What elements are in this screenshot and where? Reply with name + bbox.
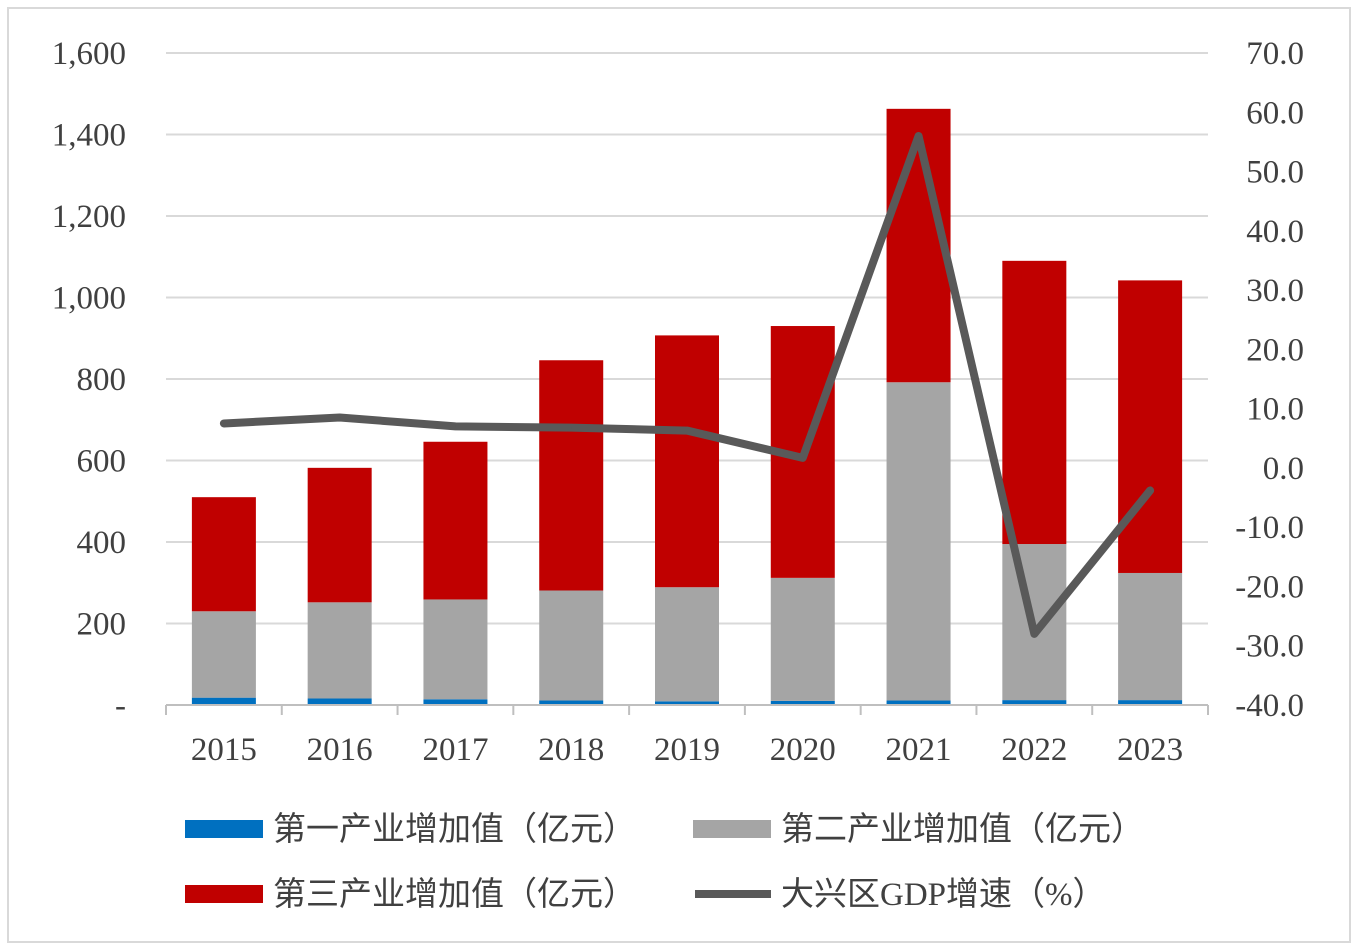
- bar-segment: [191, 697, 256, 705]
- right-tick-label: 0.0: [1263, 451, 1304, 487]
- x-tick-label: 2015: [191, 732, 257, 768]
- bar-segment: [770, 700, 835, 705]
- left-tick-label: 1,200: [52, 199, 126, 235]
- left-tick-label: 800: [77, 362, 127, 398]
- right-tick-label: 30.0: [1246, 273, 1304, 309]
- x-tick-label: 2021: [886, 732, 952, 768]
- legend: 第一产业增加值（亿元） 第二产业增加值（亿元） 第三产业增加值（亿元） 大兴区GDP增…: [185, 811, 1144, 913]
- legend-label: 大兴区GDP增速（%）: [781, 876, 1106, 913]
- bar-segment: [1002, 700, 1067, 705]
- bar-segment: [191, 497, 256, 612]
- x-tick-label: 2018: [538, 732, 604, 768]
- right-tick-label: -20.0: [1235, 569, 1304, 605]
- right-tick-label: 40.0: [1246, 214, 1304, 250]
- gdp-growth-line: [219, 131, 1155, 638]
- left-tick-label: -: [115, 688, 126, 724]
- left-tick-label: 400: [77, 525, 127, 561]
- legend-swatch: [185, 885, 263, 903]
- bar-segment: [1002, 260, 1067, 545]
- x-tick-label: 2020: [770, 732, 836, 768]
- bar-segment: [539, 700, 604, 705]
- bar-segment: [423, 599, 488, 700]
- gdp-growth-point: [1033, 633, 1035, 635]
- bar-segment: [886, 382, 951, 701]
- bar-segment: [539, 360, 604, 591]
- gdp-growth-point: [686, 430, 688, 432]
- x-tick-label: 2022: [1001, 732, 1067, 768]
- gdp-growth-point: [570, 427, 572, 429]
- left-tick-label: 600: [77, 444, 127, 480]
- left-tick-label: 1,400: [52, 118, 126, 154]
- bar-segment: [655, 587, 719, 702]
- gdp-growth-point: [1149, 489, 1151, 491]
- right-tick-label: -30.0: [1235, 629, 1304, 665]
- right-tick-label: 60.0: [1246, 95, 1304, 131]
- legend-swatch: [693, 820, 771, 838]
- right-tick-label: -40.0: [1235, 688, 1304, 724]
- bar-segment: [886, 700, 951, 705]
- bar-segment: [423, 699, 488, 705]
- x-tick-label: 2019: [654, 732, 720, 768]
- bar-segment: [655, 335, 719, 588]
- bar-segment: [770, 577, 835, 701]
- right-tick-label: 20.0: [1246, 332, 1304, 368]
- bar-segment: [1118, 700, 1183, 705]
- bar-segment: [1118, 572, 1183, 701]
- legend-swatch: [185, 820, 263, 838]
- bar-segment: [886, 108, 951, 383]
- left-tick-label: 1,000: [52, 281, 126, 317]
- right-tick-label: 10.0: [1246, 392, 1304, 428]
- right-tick-label: 70.0: [1246, 36, 1304, 72]
- x-tick-label: 2023: [1117, 732, 1183, 768]
- gdp-growth-point: [454, 425, 456, 427]
- right-tick-label: 50.0: [1246, 155, 1304, 191]
- bar-segment: [1118, 280, 1183, 573]
- gdp-growth-point: [339, 417, 341, 419]
- legend-label: 第三产业增加值（亿元）: [273, 876, 636, 913]
- bar-segment: [423, 441, 488, 600]
- x-tick-label: 2017: [422, 732, 488, 768]
- gdp-growth-point: [223, 422, 225, 424]
- bars: [191, 108, 1183, 705]
- legend-label: 第一产业增加值（亿元）: [273, 811, 636, 848]
- right-tick-label: -10.0: [1235, 510, 1304, 546]
- left-tick-label: 200: [77, 607, 127, 643]
- bar-segment: [307, 698, 372, 705]
- bar-segment: [539, 590, 604, 701]
- left-tick-label: 1,600: [52, 36, 126, 72]
- bar-segment: [307, 467, 372, 603]
- axes: - 200 400 600 800 1,000 1,200 1,400 1,600 -40.0 -3…: [52, 36, 1304, 768]
- gdp-growth-point: [918, 135, 920, 137]
- x-tick-label: 2016: [307, 732, 373, 768]
- bar-segment: [307, 602, 372, 699]
- bar-segment: [655, 701, 719, 705]
- bar-segment: [191, 611, 256, 698]
- legend-label: 第二产业增加值（亿元）: [781, 811, 1144, 848]
- gdp-growth-point: [802, 457, 804, 459]
